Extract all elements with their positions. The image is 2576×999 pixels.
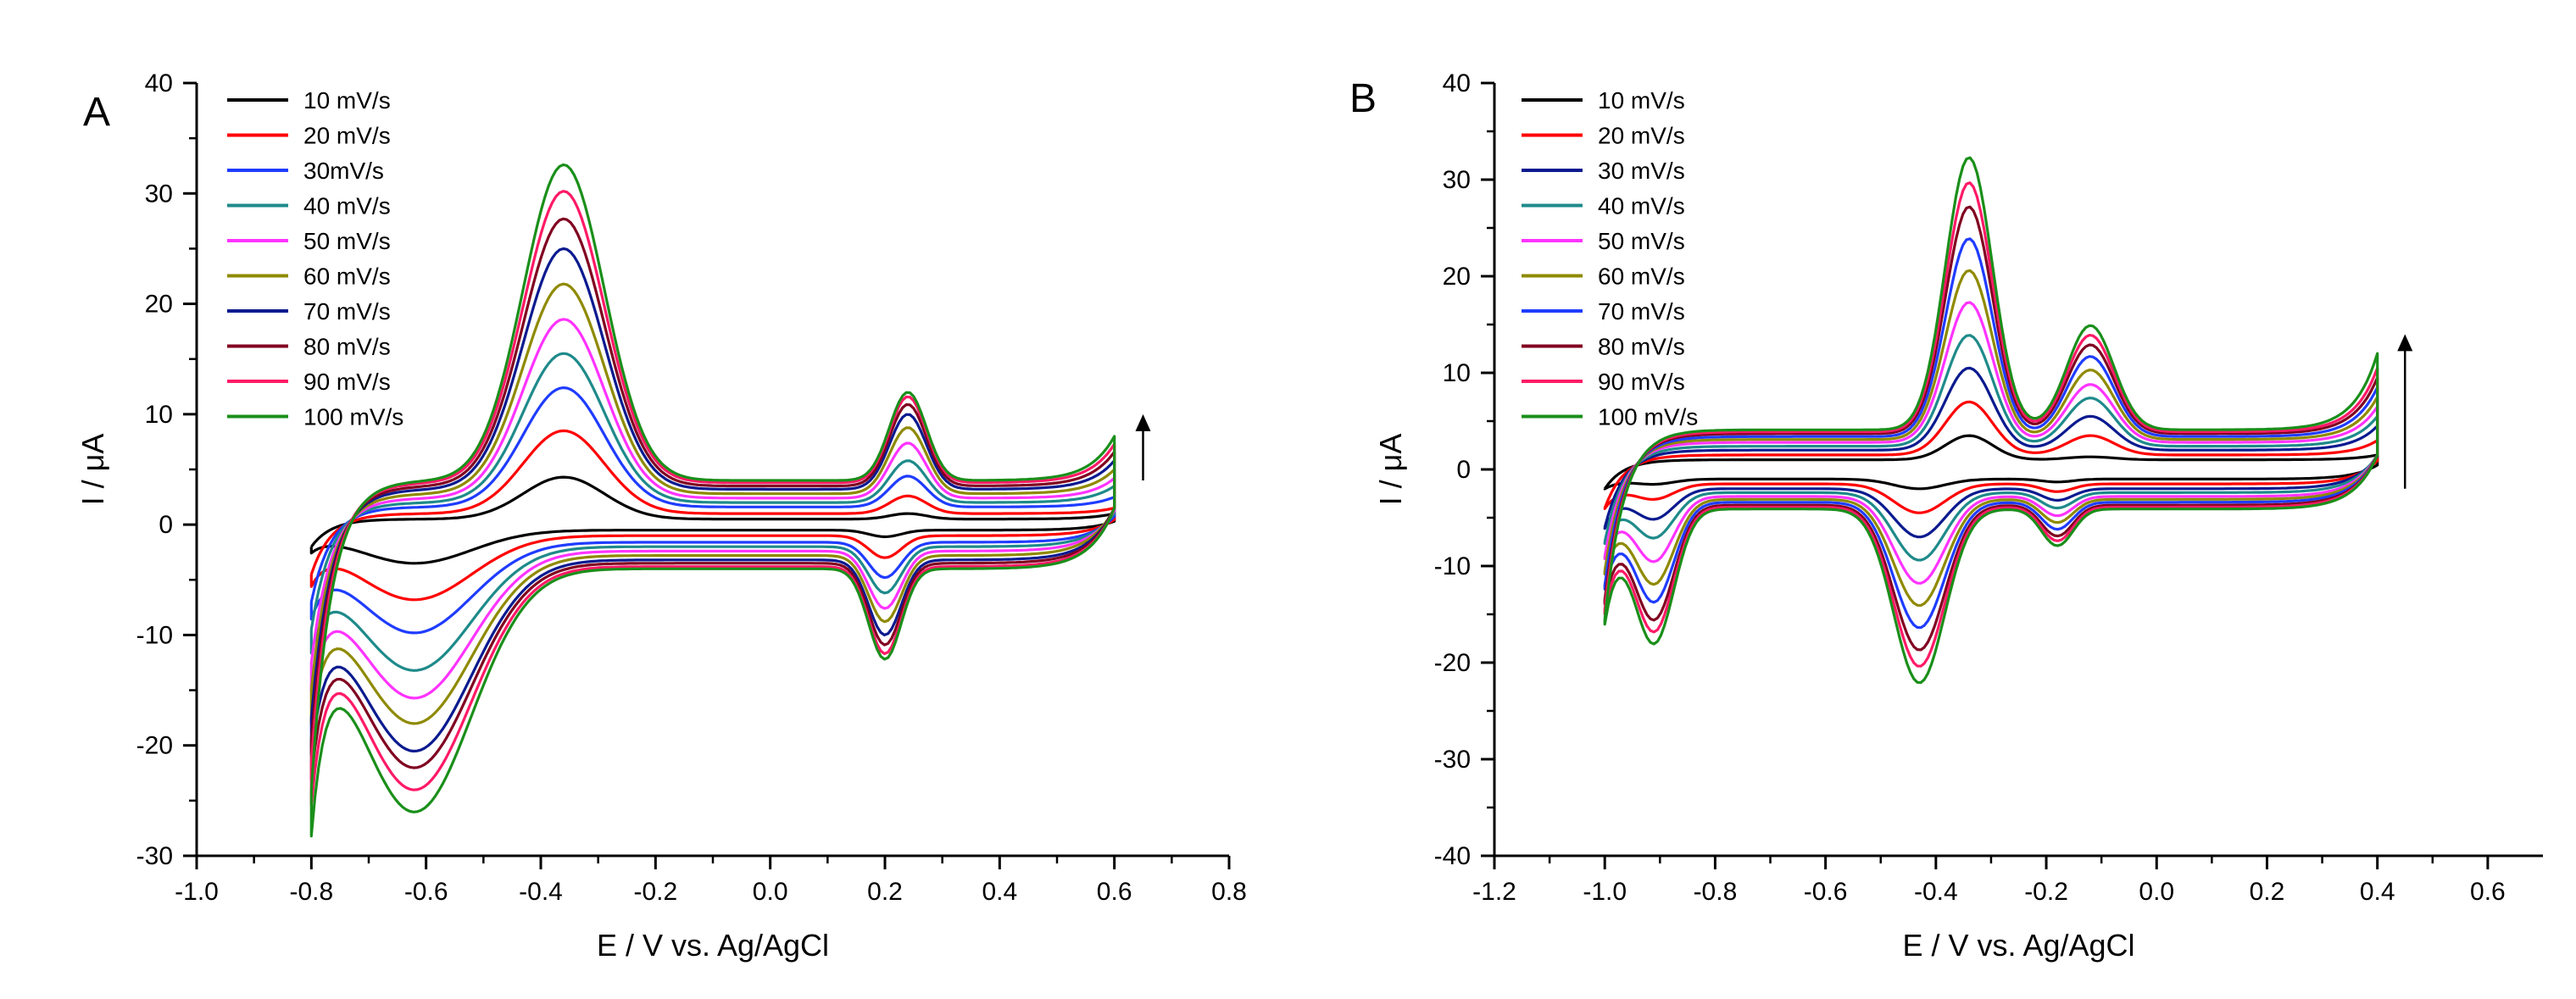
legend-label-b-8: 80 mV/s [1598,334,1685,360]
y-tick-label-b: 0 [1456,456,1471,484]
series-line-a-5 [309,318,1116,700]
x-tick-label-a: 0.8 [1211,878,1247,906]
legend-label-b-2: 20 mV/s [1598,123,1685,149]
legend-label-a-1: 10 mV/s [303,87,391,114]
legend-label-b-7: 70 mV/s [1598,298,1685,325]
y-tick-label-a: 10 [145,401,173,429]
x-tick-label-a: -0.4 [519,878,563,906]
legend-label-a-3: 30mV/s [303,158,384,184]
legend-label-b-10: 100 mV/s [1598,404,1698,430]
y-tick-label-a: -30 [136,842,173,870]
x-tick-label-a: -0.6 [404,878,448,906]
legend-label-a-10: 100 mV/s [303,404,403,430]
series-line-b-4 [1603,334,2379,562]
series-line-a-2 [309,429,1116,602]
y-tick-label-b: -30 [1434,746,1471,774]
legend-label-a-9: 90 mV/s [303,369,391,395]
series-line-b-1 [1603,434,2379,491]
x-axis-title-b: E / V vs. Ag/AgCl [1902,928,2134,963]
y-axis-title-a: I / μA [75,434,110,506]
legend-label-a-8: 80 mV/s [303,334,391,360]
scan-rate-arrowhead-a [1135,413,1151,431]
x-axis-title-a: E / V vs. Ag/AgCl [597,928,829,963]
x-tick-label-b: -0.4 [1914,878,1958,906]
series-line-a-10 [309,163,1116,838]
x-tick-label-b: -0.8 [1694,878,1738,906]
series-line-a-1 [309,475,1116,565]
y-tick-label-a: 30 [145,180,173,208]
legend-label-a-2: 20 mV/s [303,123,391,149]
series-line-a-3 [309,386,1116,635]
legend-label-a-5: 50 mV/s [303,228,391,254]
scan-rate-arrowhead-b [2397,334,2413,352]
panel-letter-a: A [83,90,110,135]
y-tick-label-b: 20 [1443,263,1471,291]
legend-label-a-4: 40 mV/s [303,193,391,219]
x-tick-label-a: -0.2 [633,878,677,906]
x-tick-label-a: 0.6 [1097,878,1132,906]
x-tick-label-b: -0.2 [2024,878,2068,906]
y-tick-label-b: 10 [1443,359,1471,387]
x-tick-label-b: 0.4 [2360,878,2395,906]
x-tick-label-a: 0.2 [867,878,903,906]
y-tick-label-b: -10 [1434,552,1471,580]
chart-panel-b: -1.2 -1.0 -0.8 -0.6 -0.4 -0.2 0.0 0.2 0.4 0.6 -40 -… [1349,69,2543,963]
y-tick-label-b: 40 [1443,69,1471,97]
x-tick-label-b: -1.0 [1583,878,1627,906]
legend-label-b-3: 30 mV/s [1598,158,1685,184]
legend-label-b-6: 60 mV/s [1598,264,1685,290]
x-tick-label-a: -1.0 [175,878,219,906]
y-tick-label-a: -10 [136,621,173,649]
x-tick-label-b: -0.6 [1804,878,1848,906]
legend-label-b-9: 90 mV/s [1598,369,1685,395]
x-tick-label-b: 0.2 [2250,878,2285,906]
y-tick-label-a: 0 [159,511,173,539]
x-tick-label-b: -1.2 [1472,878,1516,906]
legend-label-a-6: 60 mV/s [303,264,391,290]
series-line-b-2 [1603,400,2379,514]
y-tick-label-b: -40 [1434,842,1471,870]
x-tick-label-a: 0.0 [753,878,788,906]
x-tick-label-b: 0.6 [2470,878,2506,906]
legend-label-a-7: 70 mV/s [303,298,391,325]
x-tick-label-b: 0.0 [2139,878,2174,906]
y-tick-label-a: 40 [145,69,173,97]
y-tick-label-b: -20 [1434,649,1471,677]
legend-label-b-5: 50 mV/s [1598,228,1685,254]
y-tick-label-a: 20 [145,291,173,319]
panel-letter-b: B [1349,76,1377,121]
chart-panel-a: -1.0 -0.8 -0.6 -0.4 -0.2 0.0 0.2 0.4 0.6 0.8 -30 -2… [75,69,1247,963]
series-line-b-10 [1603,156,2379,685]
x-tick-label-a: -0.8 [289,878,333,906]
y-axis-title-b: I / μA [1373,434,1408,506]
y-tick-label-a: -20 [136,732,173,760]
legend-label-b-4: 40 mV/s [1598,193,1685,219]
x-tick-label-a: 0.4 [982,878,1017,906]
y-tick-label-b: 30 [1443,166,1471,194]
legend-label-b-1: 10 mV/s [1598,87,1685,114]
